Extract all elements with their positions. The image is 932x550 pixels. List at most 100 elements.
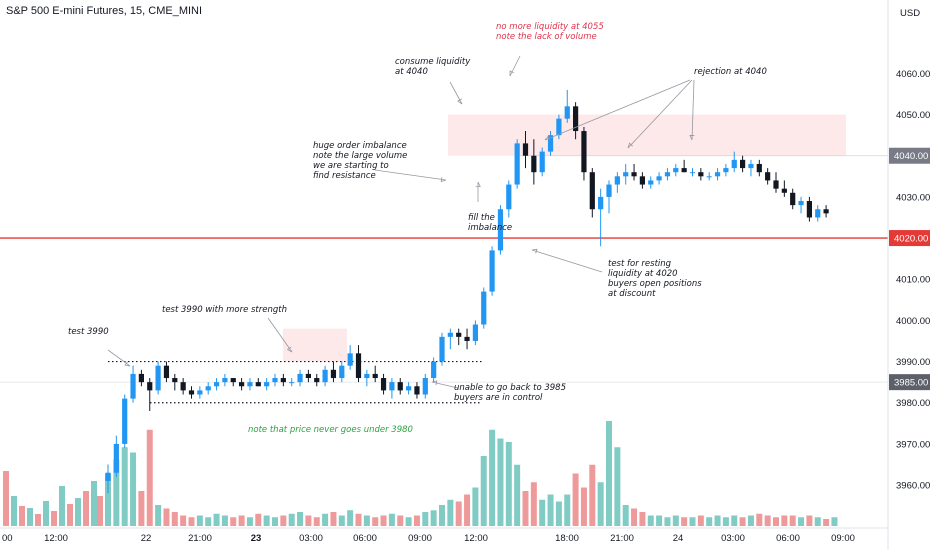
- price-tick-label: 3970.00: [896, 439, 930, 450]
- candle-body: [255, 382, 261, 387]
- volume-bar: [313, 517, 320, 526]
- volume-bar: [67, 504, 73, 526]
- time-tick-label: 00: [2, 533, 13, 544]
- candle-body: [514, 143, 520, 185]
- annotation-text: buyers open positions: [608, 279, 702, 289]
- volume-bar: [731, 515, 738, 526]
- candle-body: [447, 332, 453, 337]
- volume-bar: [196, 515, 203, 526]
- candle-body: [188, 390, 195, 395]
- volume-bar: [547, 494, 554, 526]
- candle-body: [180, 382, 186, 391]
- candle-body: [414, 386, 420, 395]
- annotation-text: buyers are in control: [454, 393, 543, 403]
- annotation-text: unable to go back to 3985: [454, 383, 566, 393]
- price-tick-label: 3960.00: [896, 481, 930, 492]
- volume-bar: [681, 517, 688, 526]
- time-tick-label: 21:00: [610, 533, 634, 544]
- candle-body: [330, 369, 337, 379]
- candle-body: [790, 192, 796, 206]
- candle-body: [506, 184, 512, 210]
- candle-body: [247, 382, 253, 387]
- volume-bar: [163, 508, 170, 526]
- volume-bar: [505, 442, 512, 526]
- candle-body: [656, 176, 662, 181]
- candle-body: [355, 353, 362, 379]
- candle-body: [406, 386, 412, 391]
- currency-label: USD: [900, 8, 920, 19]
- volume-bar: [3, 471, 9, 526]
- price-badge: [889, 230, 930, 247]
- candle-body: [147, 382, 153, 391]
- annotation-arrowhead: [544, 135, 551, 141]
- volume-bar: [19, 506, 25, 526]
- candle-body: [748, 163, 754, 169]
- volume-bar: [27, 508, 33, 526]
- volume-bar: [272, 517, 278, 526]
- price-tick-label: 4060.00: [896, 69, 930, 80]
- candle-body: [489, 250, 495, 292]
- volume-bar: [83, 491, 89, 526]
- candle-body: [372, 373, 378, 379]
- candle-body: [155, 365, 161, 391]
- candle-body: [422, 378, 428, 395]
- price-badge-label: 4040.00: [894, 151, 928, 162]
- candle-body: [497, 209, 504, 251]
- annotation-text: note the large volume: [313, 151, 407, 161]
- time-tick-label: 21:00: [188, 533, 212, 544]
- price-badge: [889, 374, 930, 391]
- candle-body: [631, 172, 637, 177]
- candle-body: [681, 168, 687, 173]
- candle-body: [464, 336, 470, 341]
- volume-bar: [205, 517, 212, 526]
- test-zone-3990: [283, 328, 347, 362]
- volume-bar: [75, 498, 81, 526]
- candle-body: [698, 172, 704, 177]
- candle-body: [264, 382, 270, 387]
- volume-bar: [747, 515, 754, 526]
- volume-bar: [530, 482, 537, 526]
- volume-bar: [589, 464, 596, 526]
- volume-bar: [171, 512, 178, 526]
- candle-body: [706, 176, 712, 178]
- volume-bar: [614, 447, 621, 526]
- annotation-text: we are starting to: [313, 161, 389, 171]
- volume-bar: [59, 486, 65, 526]
- volume-bar: [522, 491, 529, 526]
- volume-bar: [564, 494, 571, 526]
- volume-bar: [322, 513, 329, 526]
- candle-body: [556, 118, 562, 136]
- candle-body: [122, 398, 128, 444]
- candle-body: [522, 143, 529, 156]
- candle-body: [714, 172, 721, 177]
- candle-body: [213, 382, 220, 387]
- annotation-arrowhead: [286, 346, 293, 353]
- volume-bar: [672, 515, 679, 526]
- volume-bar: [464, 494, 471, 526]
- price-badge: [889, 147, 930, 164]
- volume-bar: [363, 515, 370, 526]
- annotation-arrowhead: [457, 98, 463, 105]
- candle-body: [138, 373, 144, 383]
- time-tick-label: 03:00: [299, 533, 323, 544]
- volume-bar: [246, 517, 253, 526]
- annotation-text: note that price never goes under 3980: [248, 425, 413, 435]
- candle-body: [773, 180, 779, 189]
- candle-body: [481, 291, 487, 325]
- volume-bar: [439, 505, 445, 526]
- annotation-text: consume liquidity: [395, 57, 471, 67]
- candle-body: [314, 378, 320, 383]
- candle-body: [581, 131, 587, 173]
- time-tick-label: 23: [251, 533, 262, 544]
- candle-body: [205, 386, 211, 391]
- annotation-text: liquidity at 4020: [608, 269, 678, 279]
- volume-bar: [180, 515, 187, 526]
- candle-body: [623, 172, 629, 177]
- time-tick-label: 06:00: [353, 533, 377, 544]
- volume-bar: [51, 511, 57, 526]
- candle-body: [431, 361, 437, 379]
- candle-body: [765, 172, 771, 181]
- candle-body: [172, 378, 178, 383]
